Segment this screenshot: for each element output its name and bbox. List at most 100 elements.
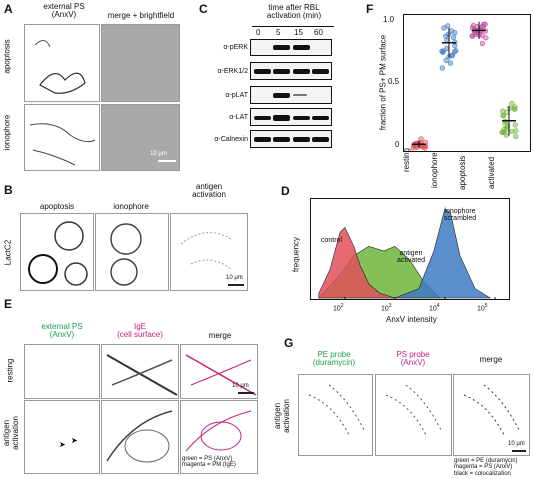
panel-a-col2-title: merge + brightfield (107, 11, 175, 20)
micrograph-a-apoptosis-merge (101, 24, 180, 102)
panel-e-col1-title: external PS (AnxV) (41, 322, 83, 340)
blot-lat (250, 108, 332, 126)
y-tick: 0 (395, 140, 400, 149)
panel-e-col2-title: IgE (cell surface) (117, 322, 163, 340)
scale-bar (238, 392, 254, 394)
data-point-ionophore (443, 57, 449, 64)
panel-a-col1-title: external PS (AnxV) (43, 2, 85, 20)
micrograph-a-ionophore-merge (101, 104, 180, 171)
histogram-series-ionophore-scrambled (394, 208, 492, 299)
blot-label: α-pLAT (225, 92, 248, 99)
panel-e-row2-label: antigen activation (2, 416, 20, 450)
panel-g-legend: green = PE (duramycin) magenta = PS (AnxV… (454, 458, 518, 477)
data-point-activated (512, 122, 518, 128)
svg-text:➤: ➤ (59, 440, 66, 449)
micrograph-b-apoptosis (20, 213, 94, 291)
scale-bar-label: 10 μm (226, 275, 243, 281)
panel-c-title: time after RBL activation (min) (266, 3, 322, 21)
panel-label-b: B (4, 183, 13, 197)
micrograph-a-apoptosis-ps (24, 24, 100, 102)
micrograph-g-merge (453, 374, 530, 456)
x-tick: 103 (381, 303, 392, 313)
data-point-ionophore (450, 34, 457, 41)
micrograph-e-antigen-ige (101, 400, 179, 474)
y-tick: 1.0 (383, 15, 395, 24)
micrograph-e-resting-ige (101, 344, 179, 399)
scale-bar (228, 284, 244, 286)
panel-e-col3-title: merge (208, 331, 232, 340)
data-point-activated (513, 128, 519, 134)
micrograph-a-ionophore-ps (24, 104, 100, 171)
scale-bar (512, 450, 526, 452)
histogram-frame (310, 198, 510, 300)
scale-bar-label: 10 μm (508, 441, 525, 447)
data-point-ionophore (451, 49, 458, 55)
data-point-apoptosis (469, 33, 475, 39)
data-point-ionophore (440, 49, 446, 55)
data-point-apoptosis (472, 30, 478, 36)
cell-outline (34, 40, 86, 94)
panel-g-col3-title: merge (479, 355, 503, 364)
data-point-apoptosis (469, 25, 475, 31)
data-point-apoptosis (479, 40, 485, 47)
hist-label-antigen: antigen activated (396, 250, 426, 265)
svg-text:➤: ➤ (71, 436, 78, 445)
scale-bar (158, 160, 176, 162)
panel-label-d: D (281, 184, 290, 198)
panel-b-row-label: LactC2 (3, 239, 13, 266)
x-tick: 102 (333, 303, 344, 313)
time-label: 60 (314, 28, 323, 37)
data-point-apoptosis (482, 21, 488, 27)
x-tick: 105 (477, 303, 488, 313)
panel-a-row1-label: apoptosis (2, 39, 12, 74)
data-point-activated (509, 128, 515, 134)
blot-erk (250, 62, 332, 80)
blot-label: α-ERK1/2 (217, 68, 248, 75)
data-point-activated (500, 108, 506, 114)
panel-b-col2-title: ionophore (113, 202, 149, 211)
data-point-activated (500, 129, 506, 135)
blot-label: α-pERK (223, 44, 248, 51)
micrograph-g-ps (375, 374, 452, 456)
panel-d-xlabel: AnxV intensity (386, 315, 437, 324)
data-point-activated (512, 104, 518, 110)
scale-bar-label: 10 μm (150, 151, 167, 157)
panel-label-a: A (4, 2, 13, 16)
dotplot-chart (403, 14, 531, 152)
dotplot-frame (403, 14, 531, 152)
panel-b-col1-title: apoptosis (39, 202, 75, 211)
blot-plat (250, 86, 332, 104)
scale-bar-label: 10 μm (232, 383, 249, 389)
micrograph-g-pe (298, 374, 373, 456)
data-point-activated (502, 121, 508, 127)
micrograph-e-resting-ps (24, 344, 100, 399)
panel-g-row-label: antigen activation (273, 399, 291, 433)
time-label: 15 (294, 28, 303, 37)
data-point-apoptosis (472, 31, 478, 38)
panel-label-c: C (199, 2, 208, 16)
hist-label-control: control (321, 237, 343, 244)
micrograph-b-antigen (170, 213, 248, 291)
panel-b-col3-title: antigen activation (192, 182, 226, 200)
histogram-series-control (318, 226, 395, 299)
panel-g-col1-title: PE probe (duramycin) (312, 350, 356, 368)
data-point-apoptosis (470, 22, 477, 28)
x-category-label: apoptosis (458, 155, 467, 190)
data-point-ionophore (452, 30, 458, 36)
hist-label-ionophore: ionophore scrambled (443, 208, 477, 223)
panel-label-g: G (284, 336, 294, 350)
x-category-label: resting (402, 147, 411, 172)
panel-d-ylabel: frequency (291, 236, 301, 273)
x-category-label: activated (487, 156, 496, 189)
y-tick: 0.5 (388, 77, 400, 86)
time-label: 5 (276, 28, 281, 37)
x-category-label: ionophore (430, 152, 439, 188)
panel-label-f: F (366, 2, 374, 16)
blot-calnexin (250, 130, 332, 148)
blot-label: α-LAT (229, 114, 248, 121)
micrograph-e-antigen-ps: ➤ ➤ (24, 400, 100, 474)
panel-e-legend: green = PS (AnxV) magenta = PM (IgE) (182, 456, 236, 469)
panel-label-e: E (4, 297, 13, 311)
time-label: 0 (256, 28, 261, 37)
data-point-ionophore (439, 65, 445, 71)
